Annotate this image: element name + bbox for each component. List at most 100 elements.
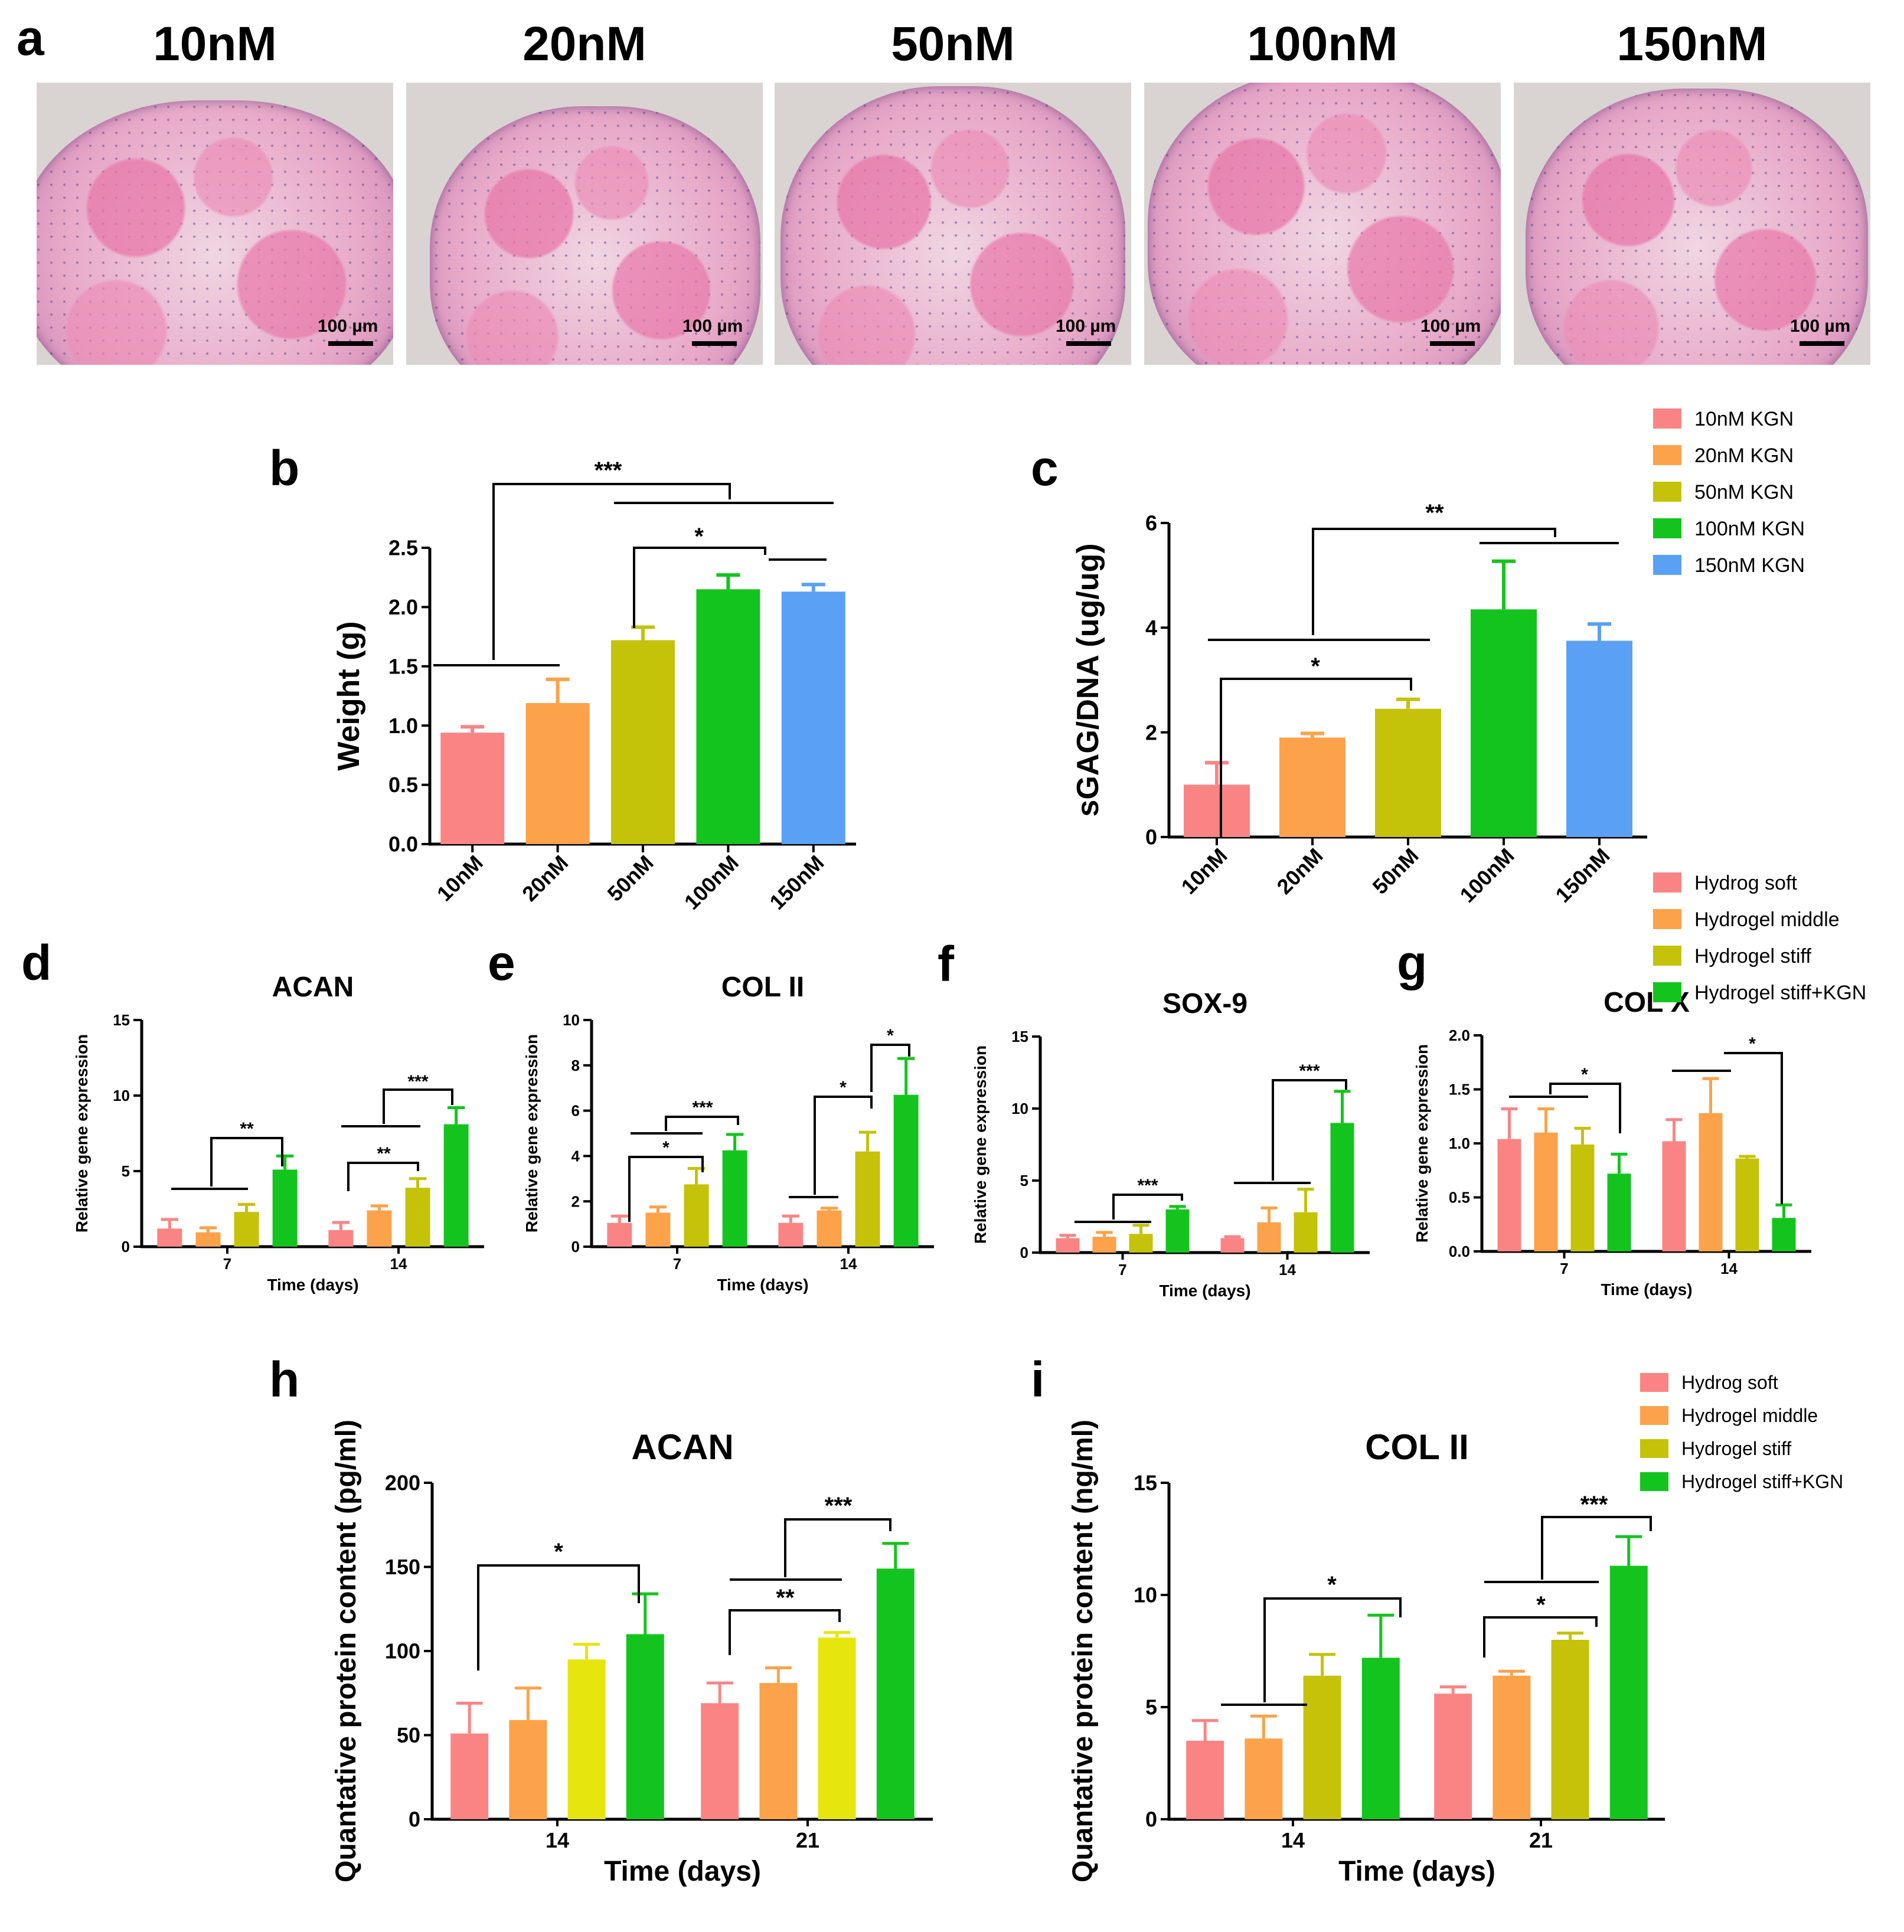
chart-f-x-label: Time (days)	[1159, 1282, 1250, 1300]
chart-e-significance: *	[840, 1078, 847, 1097]
chart-i-legend-label: Hydrogel middle	[1681, 1405, 1818, 1426]
chart-h-x-tick-label: 14	[546, 1828, 569, 1852]
chart-h-bar	[759, 1683, 798, 1819]
chart-e-bracket	[628, 1156, 704, 1222]
chart-h-y-tick-label: 100	[385, 1639, 420, 1663]
chart-c-legend-swatch	[1653, 518, 1681, 538]
scale-label: 100 µm	[318, 316, 378, 336]
chart-i-significance: *	[1327, 1572, 1337, 1598]
chart-e-letter: e	[488, 935, 515, 990]
chart-e-y-tick-label: 10	[563, 1011, 580, 1029]
chart-g-legend-label: Hydrogel stiff+KGN	[1694, 982, 1866, 1004]
chart-g-bracket	[1724, 1052, 1783, 1204]
chart-d-bar	[405, 1188, 430, 1247]
chart-h-bar	[509, 1719, 547, 1819]
chart-c-bracket	[1220, 678, 1412, 838]
chart-i-legend-label: Hydrogel stiff+KGN	[1681, 1471, 1843, 1492]
chart-e-y-tick-label: 0	[571, 1238, 580, 1256]
chart-c-significance: *	[1311, 653, 1320, 679]
chart-e-bracket	[665, 1116, 739, 1131]
micrograph-10nm: 100 µm	[37, 83, 393, 365]
chart-g-bracket	[1549, 1083, 1621, 1133]
chart-b-y-tick-label: 1.0	[388, 714, 418, 738]
chart-h-y-tick-label: 150	[385, 1555, 420, 1579]
chart-h-y-tick-label: 0	[409, 1807, 420, 1832]
chart-c-y-tick-label: 2	[1145, 720, 1157, 744]
chart-g-significance: *	[1581, 1065, 1588, 1084]
micrograph-title-2: 20nM	[522, 17, 646, 71]
chart-f-title: SOX-9	[1162, 988, 1247, 1019]
chart-c-x-tick-label: 10nM	[1177, 844, 1232, 899]
chart-d-y-tick-label: 0	[122, 1238, 130, 1256]
micrograph-150nm: 100 µm	[1514, 83, 1870, 365]
chart-c-y-tick-label: 0	[1145, 825, 1157, 849]
chart-f-bar	[1056, 1238, 1080, 1253]
chart-b-letter: b	[269, 440, 299, 496]
chart-d-significance: ***	[407, 1072, 428, 1091]
chart-h-bracket	[729, 1609, 841, 1655]
chart-h-y-tick-label: 50	[397, 1723, 420, 1747]
chart-i-bracket	[1263, 1597, 1402, 1702]
chart-c-legend-swatch	[1653, 555, 1681, 575]
chart-g-y-label: Relative gene expression	[1413, 1044, 1431, 1243]
chart-e-y-label: Relative gene expression	[522, 1034, 541, 1233]
chart-c-legend-label: 50nM KGN	[1694, 481, 1794, 504]
chart-h-y-label: Quantative protein content (pg/ml)	[331, 1420, 362, 1882]
chart-h-bar	[626, 1634, 664, 1819]
chart-b-bar	[611, 640, 675, 844]
micrograph-title-3: 50nM	[891, 17, 1015, 71]
chart-g-legend-swatch	[1653, 909, 1681, 929]
chart-f-bar	[1294, 1212, 1318, 1253]
chart-b-significance: ***	[595, 457, 622, 483]
chart-c-legend-swatch	[1653, 408, 1681, 429]
chart-d-title: ACAN	[272, 972, 354, 1003]
chart-e-x-tick-label: 7	[673, 1255, 681, 1273]
chart-f-bar	[1257, 1222, 1281, 1253]
chart-g-significance: *	[1749, 1034, 1756, 1054]
chart-b-x-tick-label: 150nM	[765, 851, 828, 914]
chart-e-bar	[645, 1212, 671, 1247]
chart-i-bar	[1609, 1565, 1648, 1819]
micrograph-title-4: 100nM	[1247, 17, 1398, 71]
tissue-section	[37, 100, 393, 365]
chart-b-y-tick-label: 2.0	[388, 595, 418, 619]
chart-c-legend-swatch	[1653, 445, 1681, 465]
chart-g-bar	[1607, 1173, 1631, 1251]
chart-d-y-tick-label: 5	[122, 1162, 130, 1180]
chart-i-letter: i	[1031, 1352, 1044, 1407]
chart-h-bracket	[784, 1518, 891, 1577]
chart-d-bracket	[347, 1162, 419, 1191]
chart-f-y-label: Relative gene expression	[971, 1045, 989, 1244]
chart-e-bar	[722, 1150, 747, 1247]
chart-c-y-tick-label: 6	[1145, 511, 1157, 535]
chart-i-x-tick-label: 21	[1529, 1828, 1553, 1852]
chart-c-x-tick-label: 50nM	[1368, 844, 1423, 899]
chart-b-x-tick-label: 20nM	[517, 851, 573, 906]
panel-letter-a: a	[17, 10, 44, 66]
chart-i-bar	[1551, 1640, 1589, 1819]
chart-d-y-tick-label: 10	[113, 1087, 130, 1104]
chart-f-y-tick-label: 15	[1011, 1028, 1028, 1045]
chart-h-title: ACAN	[631, 1427, 733, 1467]
chart-g-legend-swatch	[1653, 982, 1681, 1002]
chart-f-bar	[1092, 1237, 1116, 1253]
chart-d-x-label: Time (days)	[267, 1276, 358, 1294]
chart-g-bar	[1534, 1132, 1558, 1251]
chart-d-significance: **	[377, 1144, 391, 1163]
chart-f-bracket	[1112, 1194, 1183, 1220]
chart-f-y-tick-label: 10	[1011, 1100, 1028, 1117]
chart-i-y-tick-label: 5	[1145, 1695, 1157, 1719]
chart-b-y-tick-label: 1.5	[388, 654, 418, 678]
chart-e-bar	[607, 1222, 632, 1247]
chart-f-y-tick-label: 0	[1020, 1244, 1028, 1261]
chart-c-legend-label: 100nM KGN	[1694, 518, 1805, 540]
chart-h-bar	[701, 1703, 739, 1819]
chart-b-y-tick-label: 2.5	[388, 536, 418, 560]
chart-d-bar	[234, 1212, 259, 1247]
chart-e-significance: *	[662, 1138, 669, 1158]
chart-b-y-tick-label: 0.0	[388, 832, 418, 857]
chart-c-x-tick-label: 150nM	[1550, 844, 1614, 907]
chart-c-legend-swatch	[1653, 482, 1681, 502]
chart-e-bracket	[814, 1096, 873, 1195]
